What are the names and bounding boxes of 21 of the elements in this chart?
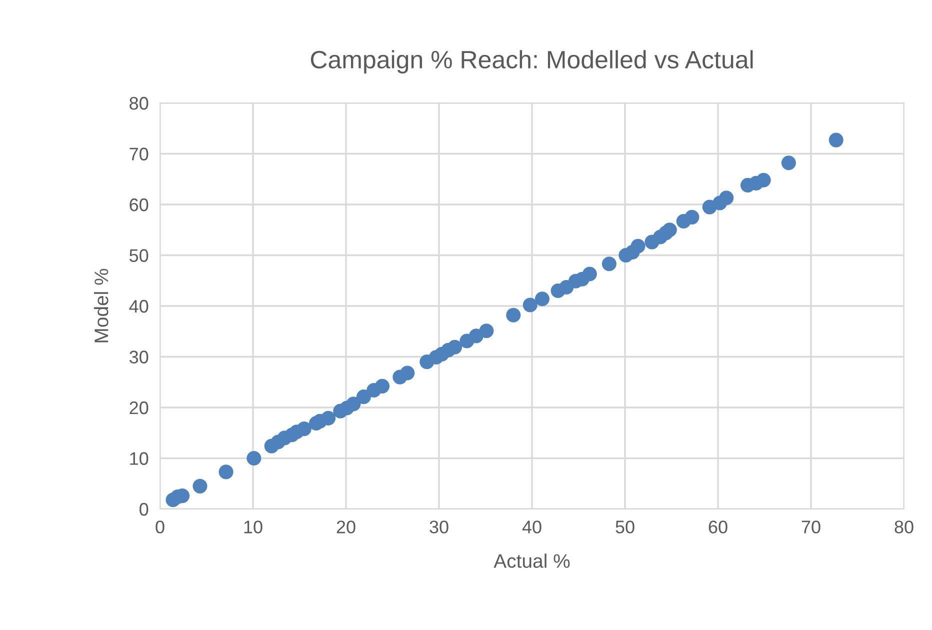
y-tick-label: 0 bbox=[140, 502, 148, 516]
x-tick-label: 40 bbox=[522, 520, 542, 534]
chart-title: Campaign % Reach: Modelled vs Actual bbox=[310, 50, 753, 74]
y-tick-label: 10 bbox=[130, 452, 148, 465]
x-tick-label: 80 bbox=[894, 520, 914, 534]
x-tick-label: 70 bbox=[802, 520, 820, 534]
y-tick-label: 60 bbox=[130, 198, 148, 212]
y-axis-title: Model % bbox=[94, 268, 108, 342]
x-axis-title: Actual % bbox=[494, 554, 570, 568]
y-tick-label: 40 bbox=[129, 300, 148, 313]
y-tick-label: 30 bbox=[129, 350, 148, 364]
y-tick-label: 70 bbox=[130, 148, 148, 160]
x-tick-label: 50 bbox=[616, 520, 634, 534]
x-tick-label: 20 bbox=[336, 520, 356, 534]
x-tick-label: 0 bbox=[156, 520, 164, 534]
x-tick-label: 10 bbox=[244, 520, 262, 534]
y-tick-label: 80 bbox=[130, 96, 148, 110]
x-tick-label: 60 bbox=[708, 520, 728, 534]
x-tick-label: 30 bbox=[430, 520, 448, 534]
y-tick-label: 20 bbox=[130, 401, 148, 414]
y-tick-label: 50 bbox=[130, 249, 148, 262]
